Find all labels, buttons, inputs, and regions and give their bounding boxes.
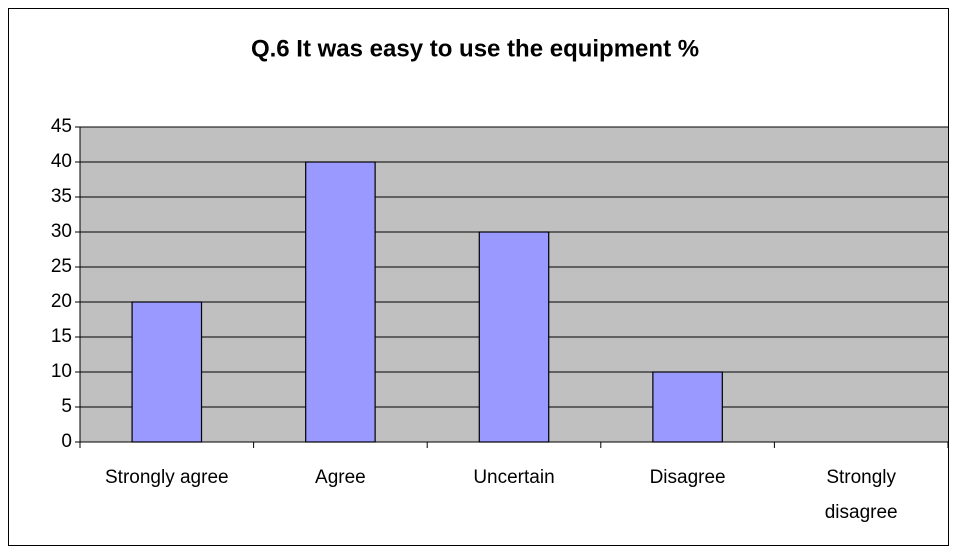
bar xyxy=(305,161,376,443)
y-tick-label: 25 xyxy=(51,256,72,277)
y-tick-label: 15 xyxy=(51,326,72,347)
y-tick-label: 5 xyxy=(61,396,72,417)
y-tick-label: 45 xyxy=(51,116,72,137)
x-tick-label: Strongly agree xyxy=(105,467,229,488)
bar xyxy=(478,231,550,443)
bar xyxy=(131,301,203,443)
bar xyxy=(652,371,723,443)
y-tick-label: 35 xyxy=(51,186,72,207)
y-tick-label: 30 xyxy=(51,221,72,242)
chart-title: Q.6 It was easy to use the equipment % xyxy=(251,35,699,62)
x-tick-label: Agree xyxy=(315,467,366,488)
x-tick-label: Strongly disagree xyxy=(824,467,898,523)
y-tick-label: 10 xyxy=(51,361,72,382)
y-tick-label: 0 xyxy=(61,431,72,452)
y-tick-label: 20 xyxy=(51,291,72,312)
x-tick-label: Disagree xyxy=(649,467,726,488)
x-tick-label: Uncertain xyxy=(473,467,555,488)
y-tick-label: 40 xyxy=(51,151,72,172)
